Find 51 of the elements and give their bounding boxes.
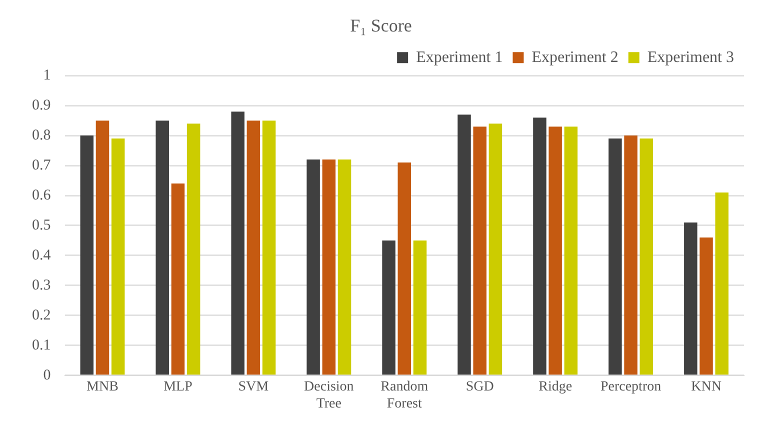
- bar: [715, 192, 728, 375]
- y-tick-label: 0.9: [32, 98, 51, 114]
- bar: [96, 120, 110, 375]
- x-tick-label: Decision Tree: [304, 379, 354, 412]
- bar: [186, 124, 200, 375]
- bar: [382, 240, 396, 375]
- bar: [306, 160, 320, 375]
- x-tick-label: SGD: [466, 379, 494, 394]
- bar: [548, 126, 562, 375]
- bar: [473, 126, 486, 375]
- legend-label: Experiment 2: [532, 48, 618, 66]
- x-tick-label: KNN: [691, 379, 722, 394]
- bar: [624, 136, 638, 375]
- bar: [640, 138, 654, 375]
- bar: [564, 126, 578, 375]
- y-tick-label: 0: [43, 367, 51, 384]
- bar: [608, 138, 622, 375]
- y-tick-label: 0.7: [32, 157, 52, 174]
- x-tick-label: Random Forest: [380, 379, 428, 412]
- bar: [80, 136, 94, 375]
- bar: [156, 120, 169, 375]
- bar: [231, 112, 244, 375]
- bar: [262, 120, 276, 375]
- y-tick-label: 0.4: [32, 247, 52, 264]
- bar: [488, 124, 502, 375]
- bar: [700, 237, 713, 375]
- bar: [398, 162, 412, 375]
- y-tick-label: 0.2: [32, 307, 51, 324]
- x-tick-label: MNB: [86, 379, 118, 394]
- y-tick-label: 0.5: [32, 217, 51, 234]
- bar: [458, 114, 471, 375]
- y-tick-label: 0.3: [32, 277, 51, 294]
- x-tick-label: SVM: [238, 379, 270, 394]
- y-tick-label: 0.8: [32, 127, 51, 144]
- x-tick-label: MLP: [164, 379, 193, 394]
- bar: [533, 118, 546, 375]
- bar: [246, 120, 260, 375]
- bar: [684, 222, 698, 375]
- y-tick-label: 0.6: [32, 187, 52, 204]
- bar: [171, 184, 185, 375]
- bar: [322, 160, 336, 375]
- bar: [338, 160, 352, 375]
- chart-title: F₁ Score: [350, 16, 412, 36]
- y-tick-label: 0.1: [32, 337, 51, 354]
- x-tick-label: Ridge: [538, 379, 572, 394]
- y-tick-label: 1: [43, 68, 51, 84]
- x-tick-label: Perceptron: [600, 379, 662, 394]
- legend-label: Experiment 3: [647, 48, 734, 66]
- bar: [111, 138, 125, 375]
- legend-label: Experiment 1: [416, 48, 503, 66]
- bar: [413, 240, 427, 375]
